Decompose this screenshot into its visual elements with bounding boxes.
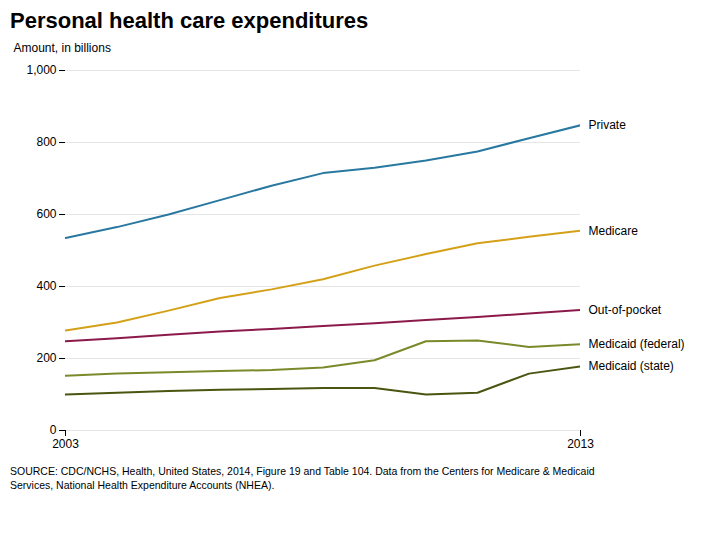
svg-text:0: 0 [50, 423, 57, 437]
svg-text:400: 400 [36, 279, 56, 293]
svg-text:600: 600 [36, 207, 56, 221]
svg-text:2013: 2013 [567, 437, 594, 451]
svg-text:1,000: 1,000 [26, 63, 56, 77]
html-text:Personal health care expenditu: Personal health care expenditures [10, 8, 369, 33]
svg-text:2003: 2003 [52, 437, 79, 451]
svg-text:Private: Private [589, 118, 627, 132]
svg-text:800: 800 [36, 135, 56, 149]
svg-text:Amount, in billions: Amount, in billions [14, 41, 111, 55]
svg-text:Medicaid (federal): Medicaid (federal) [589, 337, 685, 351]
html-text:SOURCE: CDC/NCHS, Health, Unit: SOURCE: CDC/NCHS, Health, United States,… [10, 465, 595, 477]
svg-text:Medicaid (state): Medicaid (state) [589, 359, 674, 373]
html-text:Services, National Health Expe: Services, National Health Expenditure Ac… [10, 479, 275, 492]
svg-text:200: 200 [36, 351, 56, 365]
svg-text:Out-of-pocket: Out-of-pocket [589, 303, 662, 317]
svg-text:Medicare: Medicare [589, 224, 639, 238]
